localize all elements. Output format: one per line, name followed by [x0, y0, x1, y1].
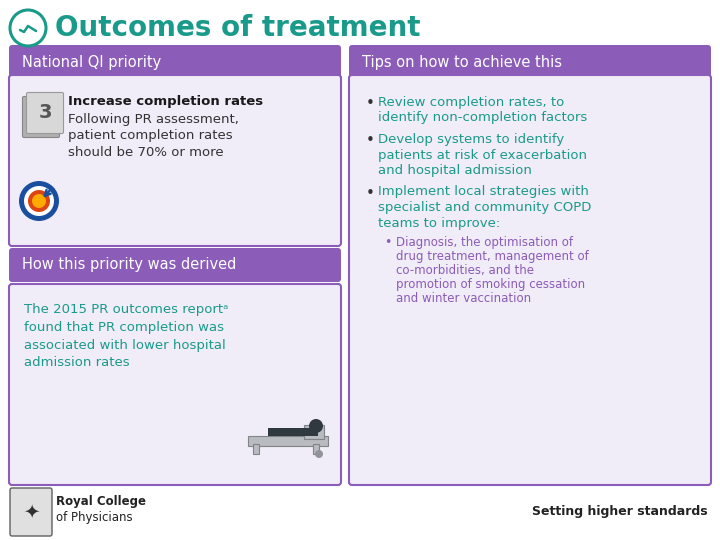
- FancyBboxPatch shape: [349, 45, 711, 79]
- FancyBboxPatch shape: [9, 45, 341, 79]
- Circle shape: [315, 450, 323, 458]
- FancyBboxPatch shape: [9, 75, 341, 246]
- Text: ✦: ✦: [23, 503, 39, 522]
- FancyBboxPatch shape: [9, 248, 341, 282]
- Text: Diagnosis, the optimisation of: Diagnosis, the optimisation of: [396, 236, 573, 249]
- Text: Review completion rates, to: Review completion rates, to: [378, 96, 564, 109]
- Text: co-morbidities, and the: co-morbidities, and the: [396, 264, 534, 277]
- Bar: [253, 444, 259, 454]
- FancyBboxPatch shape: [10, 488, 52, 536]
- FancyBboxPatch shape: [27, 92, 63, 133]
- Circle shape: [24, 186, 54, 216]
- Bar: [268, 428, 318, 436]
- Bar: [248, 436, 328, 446]
- Text: and hospital admission: and hospital admission: [378, 164, 532, 177]
- Text: Setting higher standards: Setting higher standards: [532, 505, 708, 518]
- Text: Following PR assessment,: Following PR assessment,: [68, 113, 239, 126]
- Bar: [304, 425, 324, 439]
- Text: of Physicians: of Physicians: [56, 511, 132, 524]
- Text: patient completion rates: patient completion rates: [68, 130, 233, 143]
- Text: and winter vaccination: and winter vaccination: [396, 292, 531, 305]
- Text: •: •: [366, 133, 375, 148]
- Text: National QI priority: National QI priority: [22, 55, 161, 70]
- Circle shape: [28, 190, 50, 212]
- FancyBboxPatch shape: [22, 97, 60, 138]
- Text: Increase completion rates: Increase completion rates: [68, 96, 263, 109]
- Text: promotion of smoking cessation: promotion of smoking cessation: [396, 278, 585, 291]
- FancyBboxPatch shape: [9, 284, 341, 485]
- Text: •: •: [366, 96, 375, 111]
- Bar: [313, 444, 319, 454]
- Text: admission rates: admission rates: [24, 356, 130, 369]
- Text: The 2015 PR outcomes reportᵃ: The 2015 PR outcomes reportᵃ: [24, 302, 228, 315]
- Text: •: •: [384, 236, 392, 249]
- Text: Royal College: Royal College: [56, 496, 146, 509]
- FancyBboxPatch shape: [349, 75, 711, 485]
- Text: Implement local strategies with: Implement local strategies with: [378, 186, 589, 199]
- Text: associated with lower hospital: associated with lower hospital: [24, 339, 226, 352]
- Circle shape: [32, 194, 46, 208]
- Text: drug treatment, management of: drug treatment, management of: [396, 250, 589, 263]
- Text: identify non-completion factors: identify non-completion factors: [378, 111, 588, 125]
- Text: Tips on how to achieve this: Tips on how to achieve this: [362, 55, 562, 70]
- Circle shape: [35, 197, 43, 205]
- Text: 3: 3: [38, 104, 52, 123]
- Text: should be 70% or more: should be 70% or more: [68, 145, 224, 159]
- Text: specialist and community COPD: specialist and community COPD: [378, 201, 591, 214]
- Text: patients at risk of exacerbation: patients at risk of exacerbation: [378, 148, 587, 161]
- Text: Outcomes of treatment: Outcomes of treatment: [55, 14, 420, 42]
- Text: found that PR completion was: found that PR completion was: [24, 321, 224, 334]
- Text: Develop systems to identify: Develop systems to identify: [378, 133, 564, 146]
- Circle shape: [19, 181, 59, 221]
- Text: teams to improve:: teams to improve:: [378, 217, 500, 230]
- Text: •: •: [366, 186, 375, 200]
- Text: How this priority was derived: How this priority was derived: [22, 258, 236, 273]
- Circle shape: [309, 419, 323, 433]
